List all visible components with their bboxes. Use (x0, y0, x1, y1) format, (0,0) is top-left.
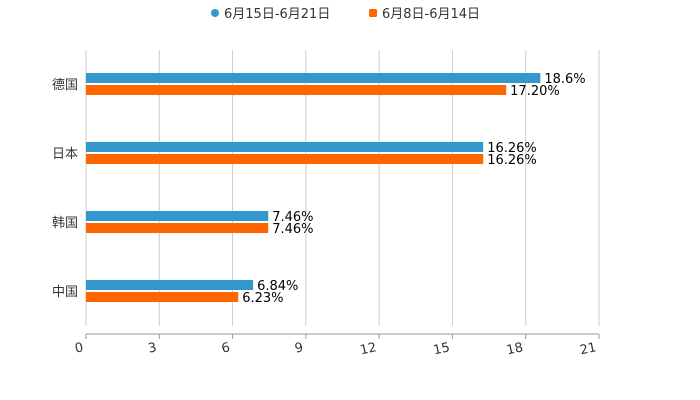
bar-series2 (86, 223, 269, 233)
data-label: 18.6% (544, 72, 585, 87)
bar-series2 (86, 85, 507, 95)
bar-series1 (86, 142, 484, 152)
data-label: 7.46% (272, 222, 313, 237)
legend-marker-series1 (211, 9, 219, 17)
bar-series2 (86, 154, 484, 164)
x-tick-label: 0 (74, 340, 85, 356)
bar-series1 (86, 73, 541, 83)
x-tick-label: 18 (505, 340, 524, 358)
x-tick-label: 3 (147, 340, 158, 356)
legend-label-series1: 6月15日-6月21日 (224, 7, 330, 22)
x-tick-label: 15 (432, 340, 451, 358)
category-label: 中国 (52, 285, 78, 300)
data-label: 7.46% (272, 210, 313, 225)
x-tick-label: 6 (220, 340, 231, 356)
legend-marker-series2 (369, 9, 377, 17)
category-label: 韩国 (52, 216, 78, 231)
category-label: 德国 (52, 78, 78, 93)
bar-series1 (86, 211, 269, 221)
data-label: 16.26% (487, 141, 537, 156)
x-tick-label: 12 (359, 340, 378, 358)
data-label: 17.20% (510, 84, 560, 99)
x-tick-label: 21 (579, 340, 598, 358)
data-label: 6.23% (242, 291, 283, 306)
category-label: 日本 (52, 147, 78, 162)
data-label: 6.84% (257, 279, 298, 294)
legend-label-series2: 6月8日-6月14日 (382, 7, 480, 22)
bar-series1 (86, 280, 254, 290)
bar-series2 (86, 292, 239, 302)
data-label: 16.26% (487, 153, 537, 168)
x-tick-label: 9 (293, 340, 304, 356)
